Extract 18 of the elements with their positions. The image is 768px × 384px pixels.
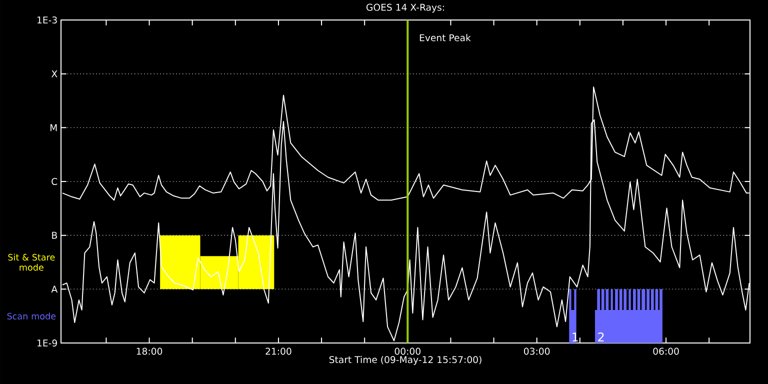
y-tick-label: C [52, 178, 58, 186]
text: Sit & Stare mode [8, 254, 55, 271]
x-tick-label: 00:00 [394, 348, 420, 355]
ref-line-label: Event Peak [420, 34, 471, 42]
x-tick-label: 21:00 [266, 348, 292, 355]
y-tick-label: B [52, 232, 57, 239]
x-tick-label: 03:00 [524, 348, 550, 355]
y-tick-label: 1E-9 [38, 339, 57, 347]
text: Scan mode [7, 312, 56, 320]
x-tick-label: 06:00 [653, 348, 679, 355]
y-tick-label: X [52, 70, 58, 78]
x-axis-title: Start Time (09-May-12 15:57:00) [329, 356, 482, 365]
x-tick-label: 18:00 [136, 348, 162, 355]
annotation: 2 [598, 332, 604, 342]
y-tick-label: A [51, 286, 58, 293]
y-tick-label: M [50, 124, 57, 132]
chart-title: GOES 14 X-Rays: [366, 4, 444, 13]
y-tick-label: 1E-3 [38, 16, 57, 24]
